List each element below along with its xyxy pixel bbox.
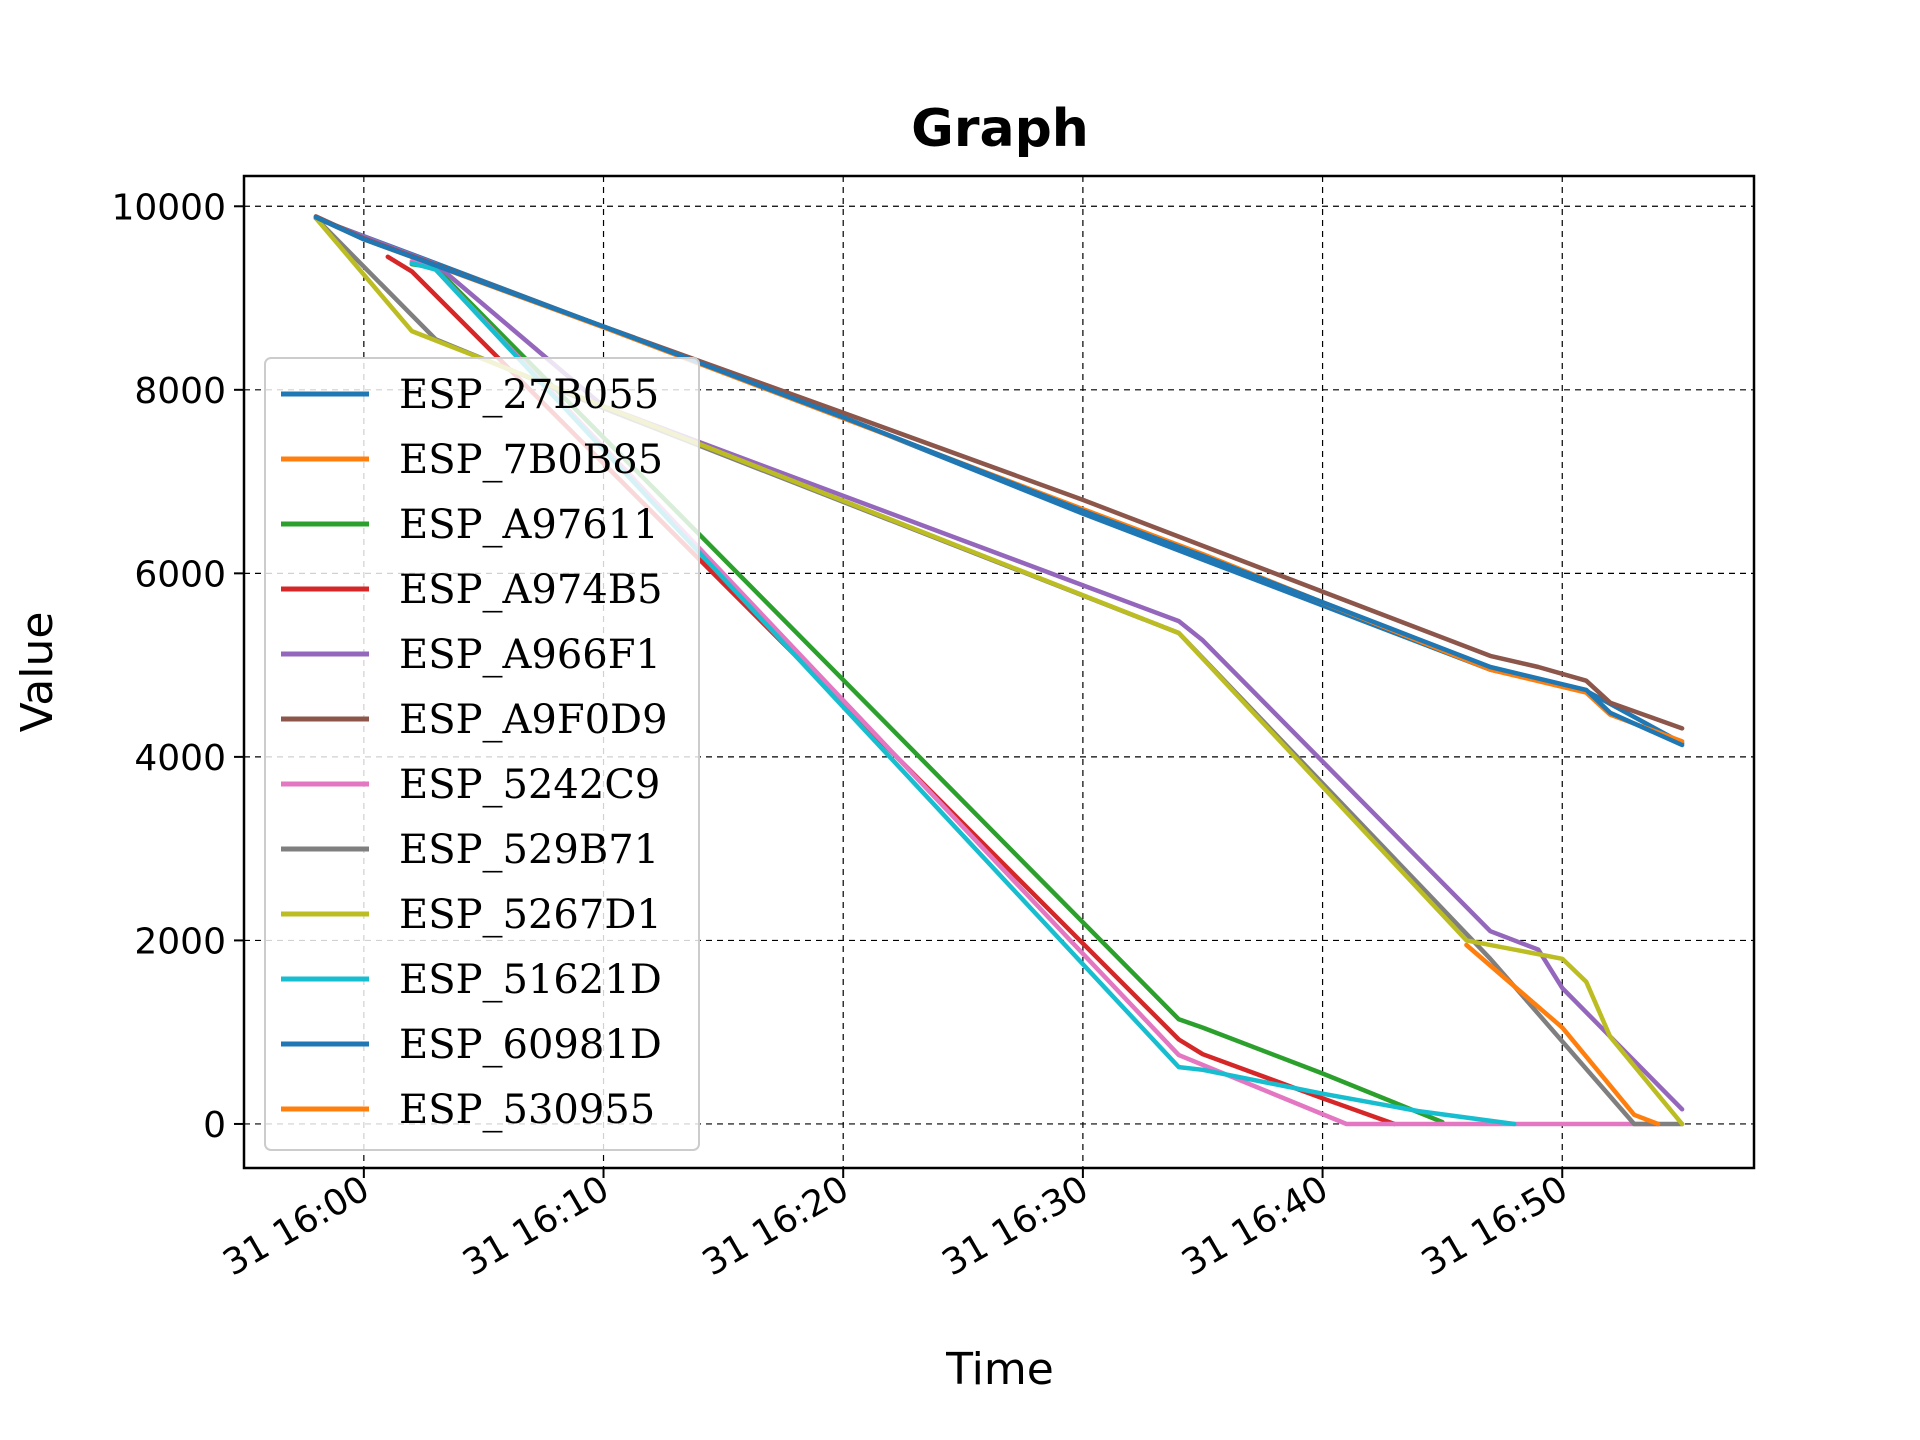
y-tick-label: 6000 [134,554,226,595]
series-line-esp-51621d [409,260,1517,1127]
legend-label: ESP_5242C9 [399,762,660,808]
y-tick-label: 4000 [134,738,226,779]
legend-label: ESP_51621D [399,957,662,1003]
y-axis-ticks: 0 2000 4000 6000 8000 10000 [111,187,244,1146]
legend-label: ESP_27B055 [399,372,659,418]
legend: ESP_27B055 ESP_7B0B85 ESP_A97611 ESP_A974B5… [264,357,700,1151]
y-tick-label: 10000 [111,187,226,228]
y-tick-label: 8000 [134,371,226,412]
plot-area [313,214,1685,1127]
legend-label: ESP_530955 [399,1087,655,1133]
x-axis-label: Time [945,1344,1054,1395]
legend-label: ESP_A966F1 [399,632,661,678]
legend-label: ESP_A9F0D9 [399,697,668,743]
legend-label: ESP_529B71 [399,827,659,873]
series-line-esp-a966f1 [313,215,1685,1112]
y-tick-label: 0 [203,1105,226,1146]
legend-label: ESP_5267D1 [399,892,662,938]
plot-frame [242,174,1756,1170]
y-tick-label: 2000 [134,921,226,962]
y-axis-label: Value [12,612,63,733]
legend-label: ESP_7B0B85 [399,437,663,483]
series-line-esp-a974b5 [385,254,1397,1127]
series-line-esp-530955 [1464,942,1661,1127]
chart-title: Graph [911,99,1089,159]
series-line-esp-5267d1 [313,215,1685,1127]
series-lines [313,214,1685,1127]
legend-label: ESP_60981D [399,1022,662,1068]
legend-label: ESP_A97611 [399,502,659,548]
series-line-esp-60981d [313,215,1685,748]
legend-box [264,357,700,1151]
legend-label: ESP_A974B5 [399,567,663,613]
